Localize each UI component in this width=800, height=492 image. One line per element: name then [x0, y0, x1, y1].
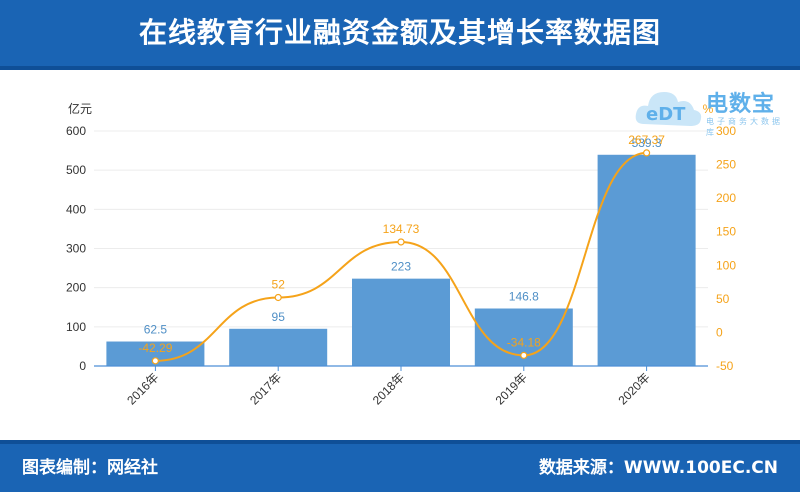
y-tick-label-right: 50 [716, 292, 730, 306]
watermark-subtitle: 电子商务大数据库 [706, 117, 783, 137]
line-point [274, 293, 282, 302]
y-tick-label-left: 100 [66, 320, 86, 334]
bar [229, 328, 328, 366]
y-tick-label-right: 0 [716, 325, 723, 339]
y-tick-label-left: 0 [79, 359, 86, 373]
page-title: 在线教育行业融资金额及其增长率数据图 [138, 16, 661, 49]
x-tick-label: 2020年 [615, 370, 652, 407]
y-tick-label-left: 400 [66, 202, 86, 216]
x-tick-label: 2018年 [370, 370, 407, 407]
line-point [642, 149, 651, 157]
y-tick-label-left: 200 [66, 281, 86, 295]
growth-rate-line [155, 151, 647, 362]
bar-value-label: 539.3 [632, 136, 662, 150]
line-point [397, 238, 405, 246]
line-value-label: 267.37 [628, 133, 665, 147]
line-point [151, 357, 159, 365]
bar-value-label: 62.5 [144, 323, 168, 337]
footer-bar: 图表编制：网经社 数据来源：WWW.100EC.CN [0, 440, 800, 492]
bar-value-label: 95 [272, 310, 286, 324]
chart: 0 100 200 300 400 500 600 -50 0 50 100 150 200 250 300… [66, 101, 736, 407]
y-tick-label-left: 600 [66, 124, 86, 138]
line-point [520, 351, 528, 359]
watermark-title: 电数宝 [706, 92, 776, 117]
y-tick-label-left: 500 [66, 163, 86, 177]
y-tick-label-left: 300 [66, 242, 86, 256]
watermark-logo-text: eDT [646, 104, 686, 125]
cloud-icon: eDT [635, 92, 702, 126]
y-tick-label-right: 150 [716, 225, 736, 239]
x-tick-label: 2017年 [247, 370, 284, 407]
header-bar: 在线教育行业融资金额及其增长率数据图 [0, 0, 800, 70]
line-value-label: 52 [272, 278, 286, 292]
y-axis-unit-left: 亿元 [68, 101, 92, 116]
y-tick-label-right: -50 [716, 359, 734, 373]
footer-source: 数据来源：WWW.100EC.CN [538, 458, 778, 478]
bar [352, 278, 450, 366]
y-axis-unit-right: % [703, 102, 714, 116]
x-tick-label: 2016年 [124, 370, 161, 407]
footer-credit: 图表编制：网经社 [22, 458, 158, 478]
y-tick-label-right: 100 [716, 258, 736, 272]
y-tick-label-right: 300 [716, 124, 736, 138]
y-tick-label-right: 200 [716, 191, 736, 205]
line-value-label: -34.18 [507, 335, 541, 349]
line-value-label: 134.73 [383, 222, 420, 236]
watermark-logo: eDT 电数宝 电子商务大数据库 [632, 80, 792, 137]
y-tick-label-right: 250 [716, 158, 736, 172]
bar [597, 154, 696, 366]
x-tick-label: 2019年 [493, 370, 530, 407]
bar-value-label: 146.8 [509, 290, 539, 304]
line-value-label: -42.29 [138, 341, 172, 355]
bar-value-label: 223 [391, 260, 411, 274]
